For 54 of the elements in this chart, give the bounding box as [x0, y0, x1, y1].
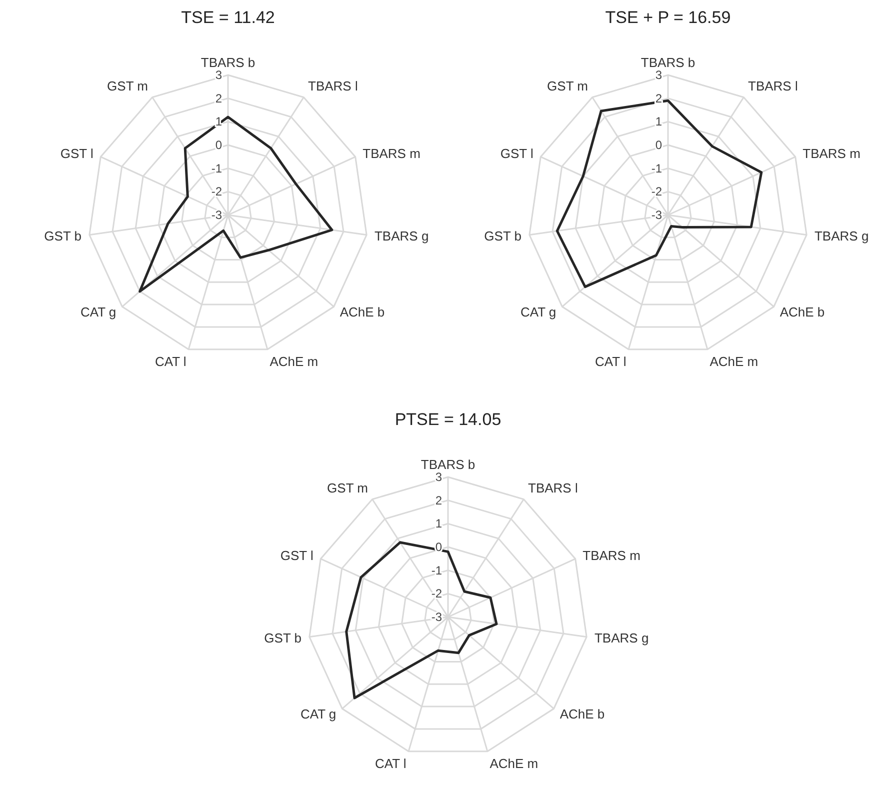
- y-tick-label: -2: [651, 184, 662, 199]
- spoke-label: CAT l: [374, 756, 406, 772]
- y-tick-label: 3: [655, 68, 662, 82]
- chart-title: PTSE = 14.05: [394, 410, 502, 431]
- spoke-label: AChE m: [270, 354, 318, 370]
- spoke-label: CAT l: [154, 354, 186, 370]
- spoke-label: TBARS g: [814, 228, 869, 244]
- spoke-label: GST m: [547, 78, 588, 94]
- spoke-label: GST b: [44, 228, 82, 244]
- y-tick-label: 0: [215, 138, 222, 152]
- y-tick-label: -3: [211, 208, 222, 222]
- y-tick-label: 3: [435, 470, 442, 484]
- y-tick-label: 2: [215, 91, 222, 106]
- y-tick-label: 0: [655, 138, 662, 152]
- y-tick-label: -1: [431, 563, 442, 578]
- spoke-label: TBARS m: [802, 146, 860, 162]
- spoke-label: TBARS g: [594, 630, 649, 646]
- y-tick-label: 2: [435, 493, 442, 508]
- spoke-label: AChE b: [780, 304, 825, 320]
- spoke-label: CAT g: [300, 706, 336, 722]
- y-tick-label: 1: [655, 114, 662, 129]
- spoke-label: TBARS b: [640, 55, 696, 70]
- y-tick-label: 3: [215, 68, 222, 82]
- spoke-label: AChE b: [560, 706, 605, 722]
- spoke-label: GST m: [107, 78, 148, 94]
- y-tick-label: -2: [211, 184, 222, 199]
- spoke-label: TBARS b: [200, 55, 256, 70]
- chart-title: TSE + P = 16.59: [604, 8, 732, 29]
- spoke-label: TBARS m: [362, 146, 420, 162]
- spoke-label: CAT g: [80, 304, 116, 320]
- y-tick-label: 1: [435, 516, 442, 531]
- spoke-label: TBARS l: [308, 78, 358, 94]
- spoke-label: GST l: [60, 146, 94, 162]
- spoke-label: AChE m: [710, 354, 758, 370]
- spoke-label: CAT g: [520, 304, 556, 320]
- spoke-label: TBARS l: [748, 78, 798, 94]
- y-tick-label: -3: [431, 610, 442, 624]
- spoke-label: TBARS g: [374, 228, 429, 244]
- spoke-label: TBARS b: [420, 457, 476, 472]
- spoke-label: GST m: [327, 480, 368, 496]
- spoke-label: AChE b: [340, 304, 385, 320]
- y-tick-label: -2: [431, 586, 442, 601]
- spoke-label: TBARS l: [528, 480, 578, 496]
- spoke-label: GST b: [484, 228, 522, 244]
- chart-title: TSE = 11.42: [180, 8, 276, 29]
- y-tick-label: -1: [211, 161, 222, 176]
- spoke-label: AChE m: [490, 756, 538, 772]
- y-tick-label: -3: [651, 208, 662, 222]
- spoke-label: TBARS m: [582, 548, 640, 564]
- spoke-label: GST l: [500, 146, 534, 162]
- spoke-label: GST l: [280, 548, 314, 564]
- spoke-label: CAT l: [594, 354, 626, 370]
- y-tick-label: -1: [651, 161, 662, 176]
- spoke-label: GST b: [264, 630, 302, 646]
